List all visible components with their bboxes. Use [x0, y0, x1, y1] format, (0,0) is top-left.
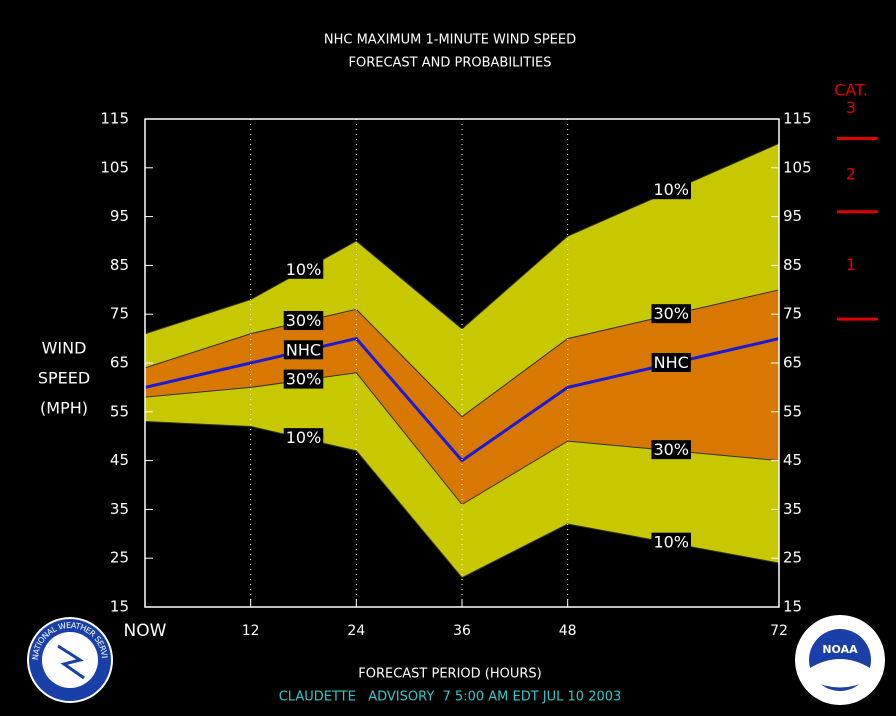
- series-label-bg: [283, 369, 324, 389]
- y-tick-label: 45: [110, 451, 129, 469]
- band-edge: [144, 421, 780, 579]
- y-tick-label: 105: [783, 158, 812, 176]
- series-label: 30%: [653, 440, 689, 459]
- y-tick-label: 55: [110, 402, 129, 420]
- y-tick-label: 25: [783, 549, 802, 567]
- y-tick-label: 85: [110, 256, 129, 274]
- y-label: (MPH): [40, 399, 88, 418]
- series-label: 10%: [653, 533, 689, 552]
- series-label-bg: [283, 259, 324, 279]
- series-label-bg: [651, 304, 692, 324]
- y-label: WIND: [42, 339, 87, 358]
- y-tick-label: 75: [110, 305, 129, 323]
- series-label: NHC: [654, 353, 689, 372]
- series-label-bg: [283, 428, 324, 448]
- logo-center: [42, 632, 98, 688]
- noaa-logo: NOAA: [795, 615, 885, 705]
- x-tick-label: 12: [242, 623, 260, 639]
- series-label-bg: [651, 180, 692, 200]
- logo-text: NATIONAL WEATHER SERVICE: [0, 0, 109, 660]
- series-label: 30%: [653, 304, 689, 323]
- category-title: CAT.: [834, 81, 868, 100]
- x-tick-label: 48: [559, 623, 577, 639]
- y-tick-label: 105: [100, 158, 129, 176]
- logo-text: NOAA: [822, 643, 858, 656]
- series-label: NHC: [286, 340, 321, 359]
- band-edge: [144, 142, 780, 335]
- y-tick-label: 35: [783, 500, 802, 518]
- forecast-line: [144, 336, 780, 463]
- category-label: 1: [846, 255, 856, 274]
- series-label-bg: [651, 440, 692, 460]
- y-tick-label: 85: [783, 256, 802, 274]
- series-label-bg: [283, 340, 324, 360]
- chart-title: NHC MAXIMUM 1-MINUTE WIND SPEED: [324, 33, 576, 48]
- y-tick-label: 65: [783, 354, 802, 372]
- category-label: 3: [846, 98, 856, 117]
- y-tick-label: 15: [783, 598, 802, 616]
- logo-bolt: [57, 644, 85, 680]
- y-tick-label: 15: [110, 598, 129, 616]
- y-tick-label: 25: [110, 549, 129, 567]
- x-tick-label: NOW: [124, 621, 167, 641]
- series-label: 10%: [286, 428, 322, 447]
- y-tick-label: 115: [100, 110, 129, 128]
- y-tick-label: 75: [783, 305, 802, 323]
- y-tick-label: 115: [783, 110, 812, 128]
- series-label-bg: [651, 532, 692, 552]
- series-label: 10%: [286, 260, 322, 279]
- series-label: 30%: [286, 311, 322, 330]
- series-label-bg: [283, 311, 324, 331]
- x-tick-label: 24: [347, 623, 365, 639]
- x-tick-label: 72: [770, 623, 788, 639]
- band-fill: [145, 143, 779, 578]
- y-tick-label: 95: [783, 207, 802, 225]
- y-tick-label: 35: [110, 500, 129, 518]
- chart-subtitle: FORECAST AND PROBABILITIES: [349, 56, 552, 71]
- series-label: 10%: [653, 180, 689, 199]
- y-tick-label: 45: [783, 451, 802, 469]
- y-tick-label: 55: [783, 402, 802, 420]
- series-label: 30%: [286, 370, 322, 389]
- footer: CLAUDETTE ADVISORY 7 5:00 AM EDT JUL 10 …: [279, 690, 622, 705]
- y-tick-label: 65: [110, 354, 129, 372]
- band-edge: [144, 289, 780, 418]
- series-label-bg: [651, 352, 691, 372]
- x-label: FORECAST PERIOD (HOURS): [358, 667, 542, 682]
- x-tick-label: 36: [453, 623, 471, 639]
- y-tick-label: 95: [110, 207, 129, 225]
- plot-frame: [144, 118, 780, 608]
- category-label: 2: [846, 165, 856, 184]
- logo-bird: [810, 659, 870, 688]
- band-edge: [144, 372, 780, 506]
- logo-text: NATIONAL WEATHER SERVICE: [0, 0, 109, 660]
- y-label: SPEED: [38, 369, 90, 388]
